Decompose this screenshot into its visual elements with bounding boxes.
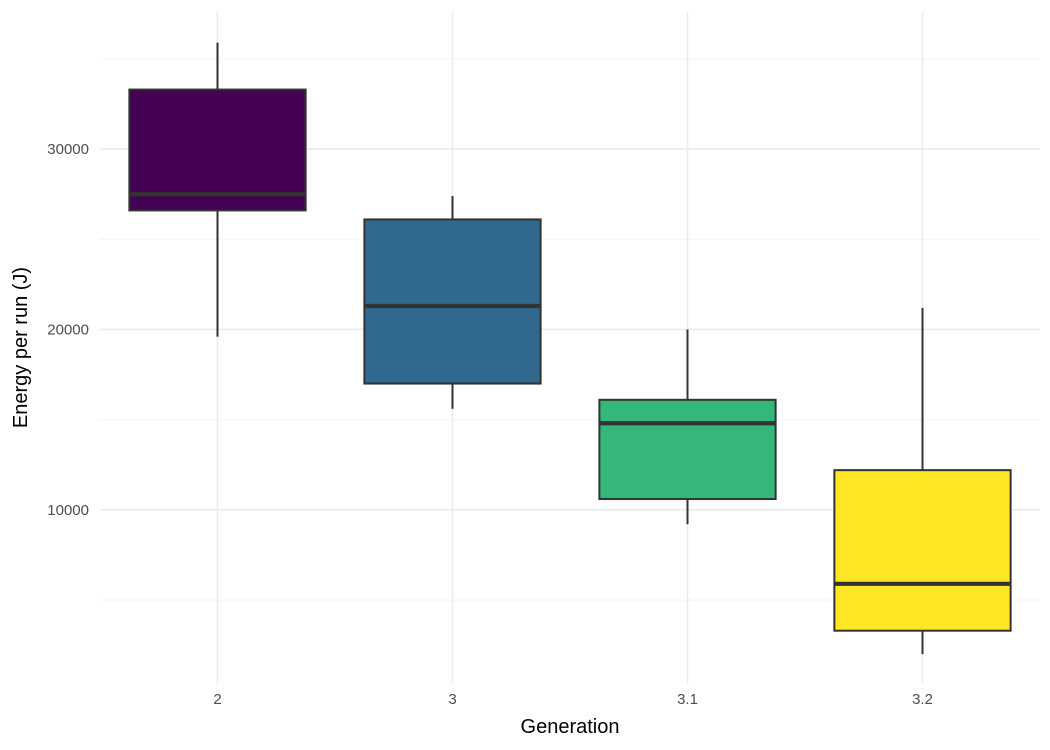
box-iqr	[128, 88, 307, 212]
tick-labels: 10000 20000 30000 2 3 3.1 3.2	[47, 141, 933, 708]
x-tick-label: 3	[448, 691, 456, 708]
box-iqr	[833, 469, 1012, 632]
y-axis-title: Energy per run (J)	[10, 267, 32, 428]
box-iqr	[363, 218, 542, 385]
box-group-3-2	[833, 307, 1012, 655]
box-iqr	[598, 398, 777, 501]
box-group-2	[128, 42, 307, 337]
y-tick-label: 20000	[47, 321, 89, 338]
box-group-3	[363, 195, 542, 409]
y-tick-label: 10000	[47, 502, 89, 519]
x-axis-title: Generation	[521, 716, 620, 738]
x-tick-label: 3.2	[912, 691, 933, 708]
boxes-layer	[128, 42, 1012, 655]
y-tick-label: 30000	[47, 141, 89, 158]
box-group-3-1	[598, 329, 777, 525]
x-tick-label: 3.1	[677, 691, 698, 708]
x-tick-label: 2	[213, 691, 221, 708]
